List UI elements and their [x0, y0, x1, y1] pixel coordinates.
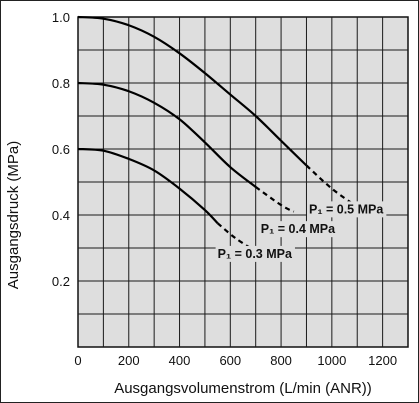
series-line-dashed: [255, 186, 295, 213]
y-tick-label: 1.0: [52, 10, 70, 25]
x-tick-label: 1200: [368, 353, 397, 368]
y-tick-label: 0.6: [52, 142, 70, 157]
series-label: P₁ = 0.4 MPa: [261, 222, 336, 236]
series-label: P₁ = 0.3 MPa: [218, 247, 293, 261]
series-line-solid: [77, 15, 308, 167]
x-tick-label: 0: [74, 353, 81, 368]
series-label-background: [307, 201, 387, 218]
y-tick-label: 0.8: [52, 76, 70, 91]
x-axis-title: Ausgangsvolumenstrom (L/min (ANR)): [114, 380, 372, 397]
y-tick-label: 0.4: [52, 208, 70, 223]
x-tick-label: 1000: [317, 353, 346, 368]
x-tick-label: 800: [270, 353, 292, 368]
y-tick-label: 0.2: [52, 274, 70, 289]
series-label-background: [258, 221, 339, 238]
y-axis-title: Ausgangsdruck (MPa): [5, 141, 22, 289]
series-label: P₁ = 0.5 MPa: [309, 202, 384, 216]
series-labels: P₁ = 0.5 MPa P₁ = 0.4 MPa P₁ = 0.3 MPa: [215, 201, 387, 262]
x-tick-label: 600: [219, 353, 241, 368]
x-tick-label: 400: [169, 353, 191, 368]
series-label-background: [215, 245, 295, 262]
series-line-solid: [77, 81, 257, 188]
y-tick-labels: 0.2 0.4 0.6 0.8 1.0: [52, 10, 70, 289]
x-tick-labels: 0 200 400 600 800 1000 1200: [74, 353, 397, 368]
series-line-solid: [77, 147, 219, 225]
x-tick-label: 200: [118, 353, 140, 368]
